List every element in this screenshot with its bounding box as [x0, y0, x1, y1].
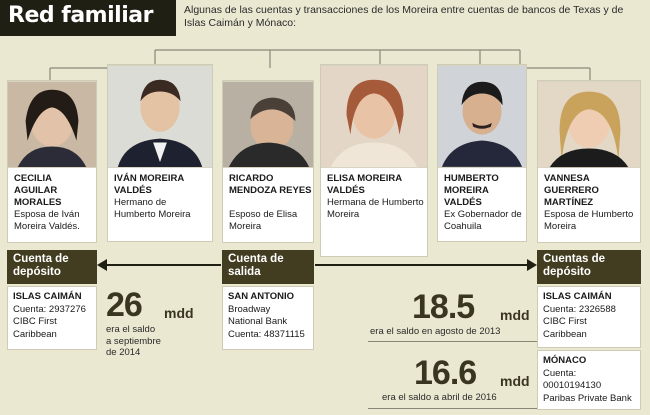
balance-note-2013: era el saldo en agosto de 2013	[370, 326, 501, 337]
account-line: National Bank	[228, 316, 288, 327]
page-subtitle: Algunas de las cuentas y transacciones d…	[184, 4, 624, 29]
person-role: Hermana de Humberto Moreira	[327, 197, 424, 220]
person-card-ivan: IVÁN MOREIRA VALDÉS Hermano de Humberto …	[107, 64, 213, 242]
person-name: VANNESA GUERRERO MARTÍNEZ	[544, 173, 599, 208]
bank-name: ISLAS CAIMÁN	[543, 291, 612, 302]
person-role: Hermano de Humberto Moreira	[114, 197, 191, 220]
person-photo	[108, 65, 212, 168]
arrowhead-left-icon	[97, 259, 107, 271]
person-name: ELISA MOREIRA VALDÉS	[327, 173, 402, 196]
bank-name: MÓNACO	[543, 355, 587, 366]
person-card-ricardo: RICARDO MENDOZA REYES Esposo de Elisa Mo…	[222, 80, 314, 243]
person-role: Esposa de Iván Moreira Valdés.	[14, 209, 80, 232]
bank-name: SAN ANTONIO	[228, 291, 294, 302]
balance-note-line: era el saldo	[106, 324, 156, 335]
account-line: Cuenta: 2937276	[13, 303, 86, 315]
balance-unit-left: mdd	[164, 305, 194, 321]
title-band	[0, 0, 176, 36]
account-line: CIBC First	[13, 316, 57, 327]
account-line: Cuenta:	[543, 367, 577, 379]
account-line: Cuenta: 48371115	[228, 328, 305, 340]
account-line: 00010194130	[543, 380, 602, 391]
account-box-right-monaco: MÓNACO Cuenta: 00010194130 Paribas Priva…	[537, 350, 641, 410]
transfer-arrow-right	[315, 264, 527, 266]
account-line: Caribbean	[543, 328, 587, 340]
person-photo	[321, 65, 427, 168]
account-line: CIBC First	[543, 316, 587, 327]
person-role: Esposo de Elisa Moreira	[229, 209, 298, 232]
divider-2013	[368, 341, 537, 342]
account-box-right-caiman: ISLAS CAIMÁN Cuenta: 2326588 CIBC First …	[537, 286, 641, 348]
person-card-humberto: HUMBERTO MOREIRA VALDÉS Ex Gobernador de…	[437, 64, 527, 242]
balance-amount-left: 26	[106, 286, 143, 324]
person-card-vannesa: VANNESA GUERRERO MARTÍNEZ Esposa de Humb…	[537, 80, 641, 243]
account-line: Paribas Private Bank	[543, 392, 632, 404]
arrowhead-right-icon	[527, 259, 537, 271]
account-line: Broadway	[228, 303, 271, 315]
person-photo	[223, 81, 313, 168]
withdrawal-account-label: Cuenta de salida	[222, 250, 314, 284]
person-role: Esposa de Humberto Moreira	[544, 209, 634, 232]
bank-name: ISLAS CAIMÁN	[13, 291, 82, 302]
person-card-elisa: ELISA MOREIRA VALDÉS Hermana de Humberto…	[320, 64, 428, 257]
deposit-account-label-left: Cuenta de depósito	[7, 250, 97, 284]
person-role: Ex Gobernador de Coahuila	[444, 209, 522, 232]
person-name: CECILIA AGUILAR MORALES	[14, 173, 62, 208]
person-photo	[538, 81, 640, 168]
balance-note-2016: era el saldo a abril de 2016	[382, 392, 497, 403]
person-name: RICARDO MENDOZA REYES	[229, 173, 312, 196]
balance-amount-2013: 18.5	[412, 288, 475, 326]
account-line: Cuenta: 2326588	[543, 303, 616, 315]
balance-note-left: era el saldo a septiembre de 2014	[106, 324, 161, 359]
balance-unit-2013: mdd	[500, 307, 530, 323]
balance-note-line: de 2014	[106, 347, 141, 358]
person-card-cecilia: CECILIA AGUILAR MORALES Esposa de Iván M…	[7, 80, 97, 243]
balance-unit-2016: mdd	[500, 373, 530, 389]
person-name: IVÁN MOREIRA VALDÉS	[114, 173, 184, 196]
account-line: Caribbean	[13, 328, 57, 340]
deposit-account-label-right: Cuentas de depósito	[537, 250, 641, 284]
page-title: Red familiar	[8, 3, 153, 28]
person-name: HUMBERTO MOREIRA VALDÉS	[444, 173, 499, 208]
divider-2016	[368, 408, 537, 409]
balance-note-line: a septiembre	[106, 335, 161, 347]
account-box-center: SAN ANTONIO Broadway National Bank Cuent…	[222, 286, 314, 350]
person-photo	[8, 81, 96, 168]
person-photo	[438, 65, 526, 168]
balance-amount-2016: 16.6	[414, 354, 477, 392]
transfer-arrow-left	[106, 264, 221, 266]
account-box-left: ISLAS CAIMÁN Cuenta: 2937276 CIBC First …	[7, 286, 97, 350]
